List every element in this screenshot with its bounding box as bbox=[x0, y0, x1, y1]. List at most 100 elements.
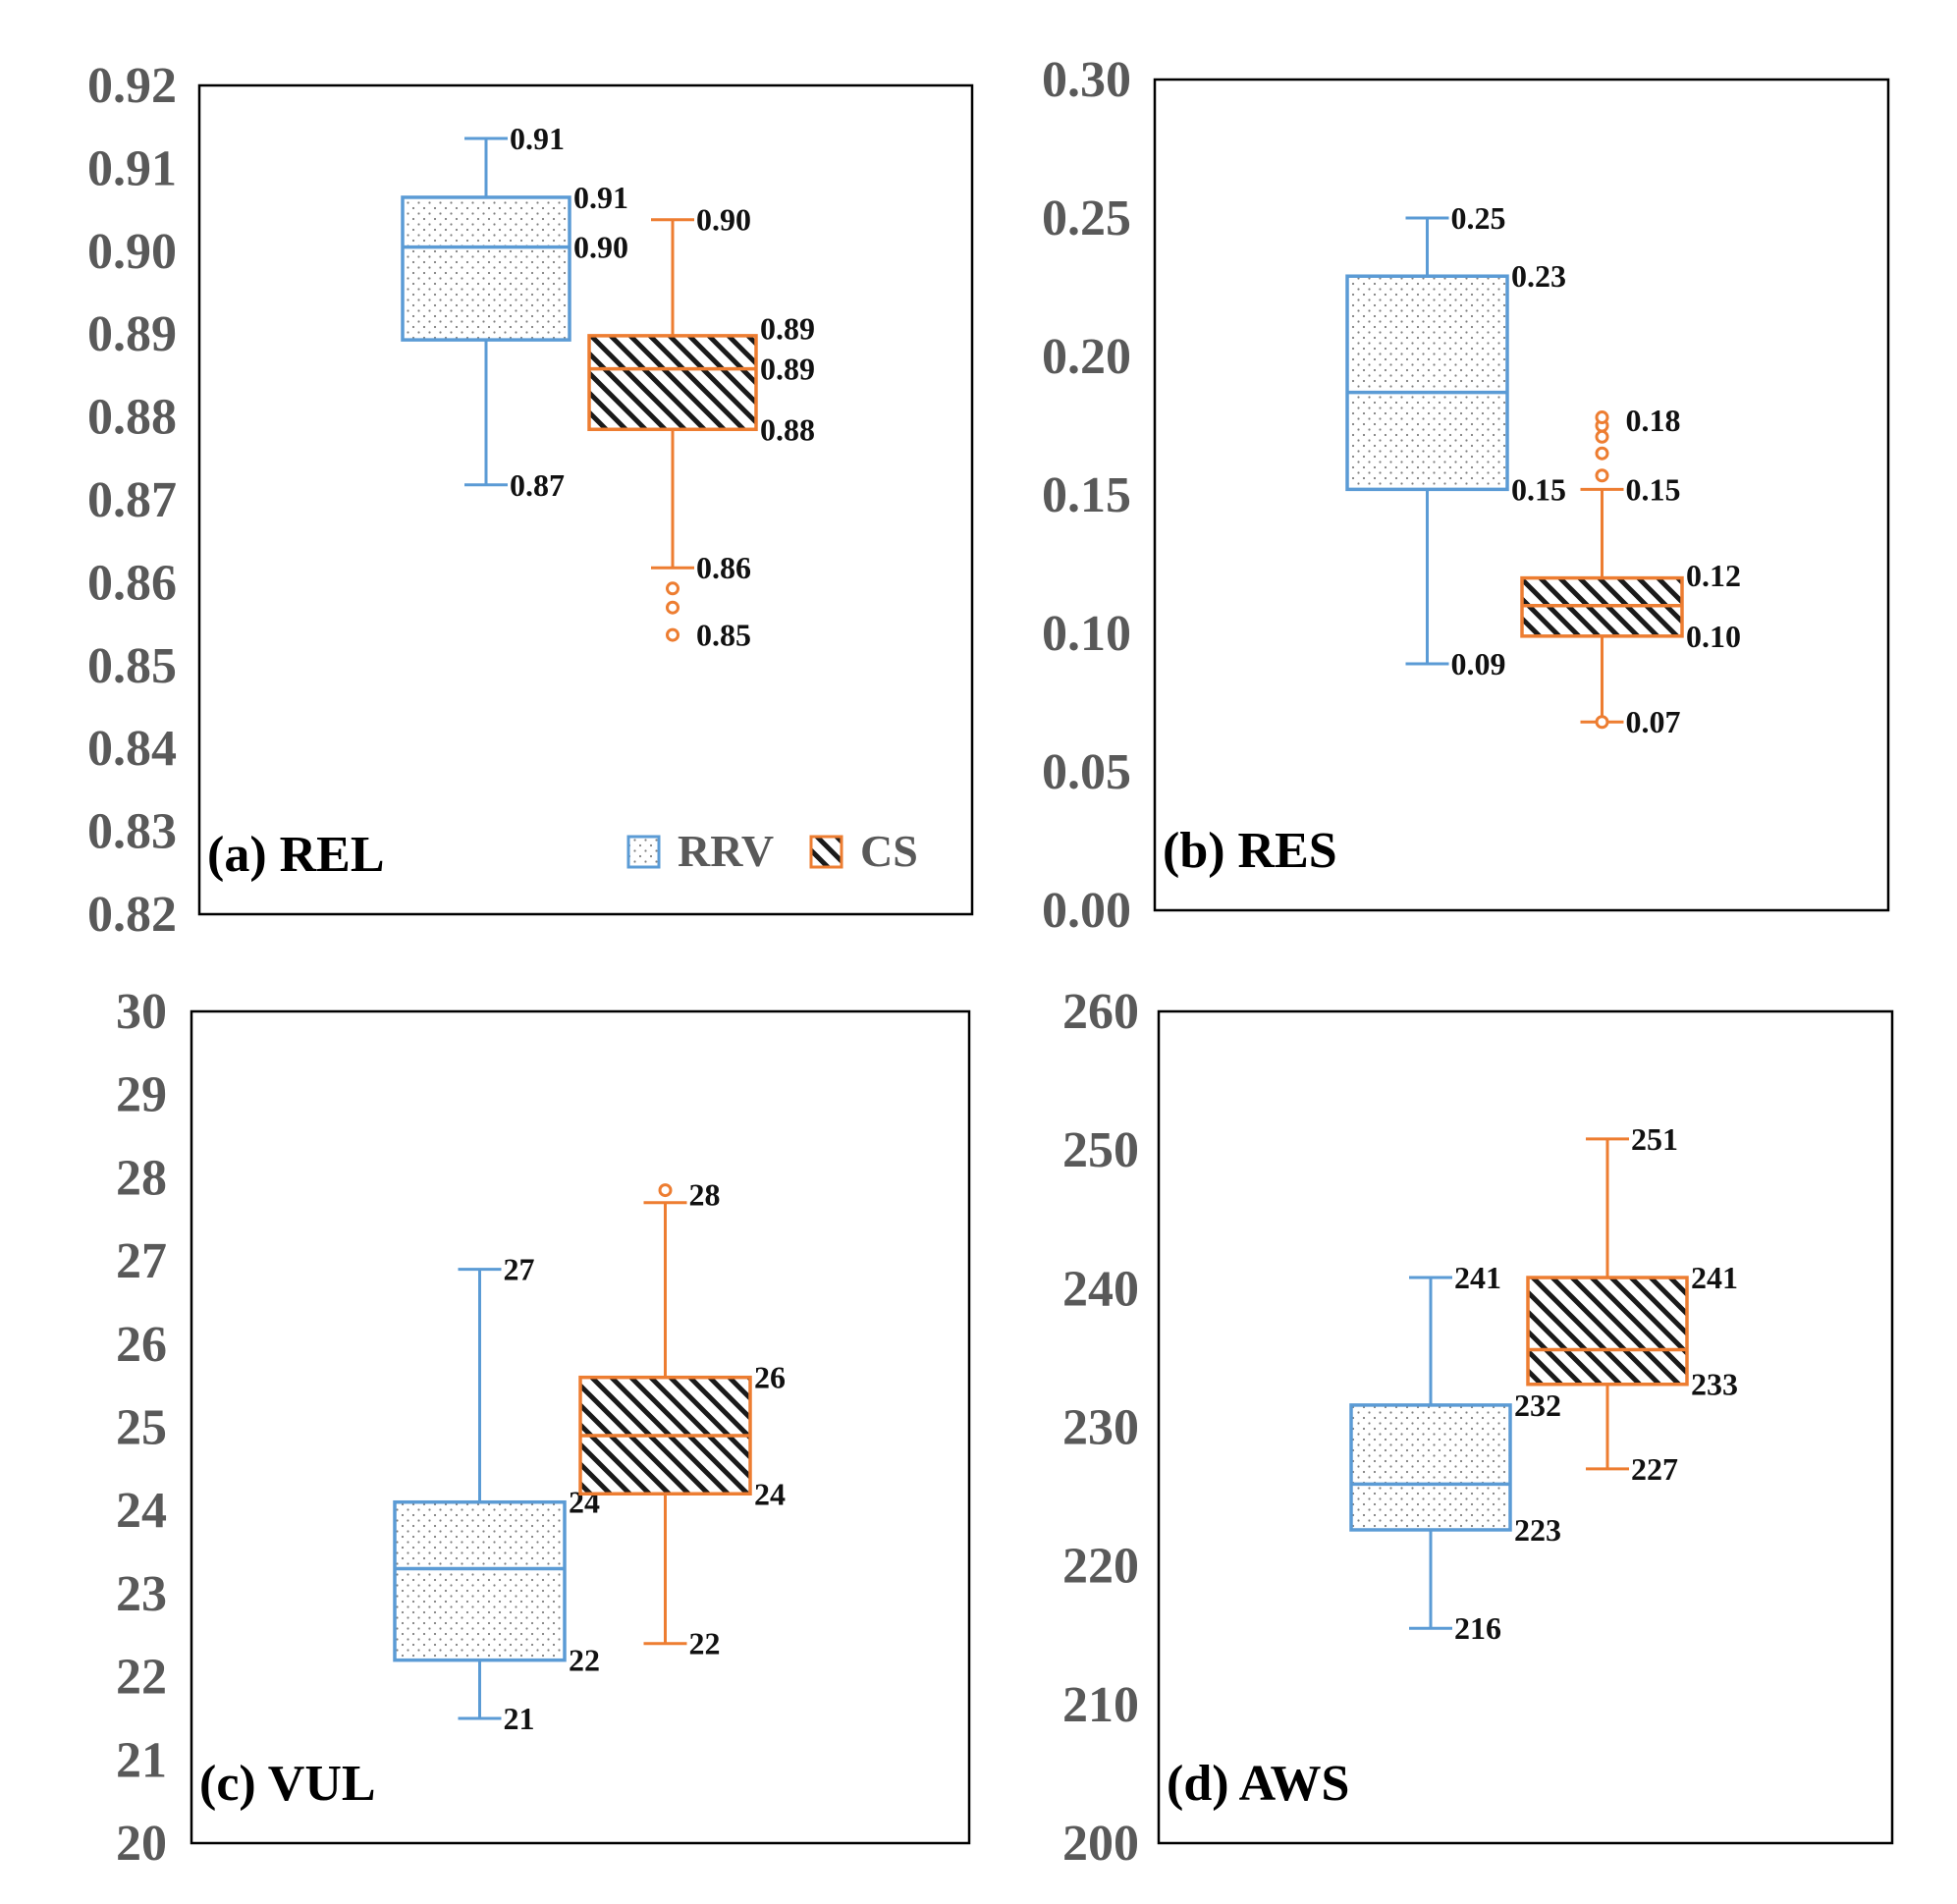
iqr-box bbox=[401, 195, 571, 342]
y-tick-label: 250 bbox=[1062, 1122, 1139, 1178]
y-tick-label: 27 bbox=[116, 1233, 167, 1289]
data-label: 232 bbox=[1514, 1387, 1561, 1423]
y-tick-label: 0.85 bbox=[87, 638, 177, 694]
iqr-box bbox=[1349, 1403, 1512, 1532]
y-tick-label: 220 bbox=[1062, 1539, 1139, 1595]
legend-item-cs: CS bbox=[809, 826, 918, 876]
plot-frame bbox=[1153, 78, 1890, 912]
plot-frame bbox=[197, 83, 974, 916]
panel-b: 0.000.050.100.150.200.250.300.250.230.15… bbox=[1042, 52, 1890, 939]
y-tick-label: 260 bbox=[1062, 984, 1139, 1040]
y-tick-label: 0.30 bbox=[1042, 52, 1131, 108]
y-tick-label: 21 bbox=[116, 1732, 167, 1788]
y-tick-label: 22 bbox=[116, 1650, 167, 1706]
y-tick-label: 0.91 bbox=[87, 140, 177, 196]
legend-swatch bbox=[809, 835, 843, 869]
data-label: 0.90 bbox=[696, 202, 751, 238]
y-tick-label: 30 bbox=[116, 984, 167, 1040]
y-tick-label: 0.88 bbox=[87, 390, 177, 446]
iqr-box bbox=[1345, 274, 1509, 492]
data-label: 216 bbox=[1454, 1610, 1501, 1646]
data-label: 0.88 bbox=[760, 411, 815, 447]
data-label: 227 bbox=[1631, 1451, 1678, 1487]
data-label: 22 bbox=[689, 1626, 721, 1661]
y-tick-label: 0.83 bbox=[87, 804, 177, 860]
data-label: 0.85 bbox=[696, 618, 751, 653]
box-rrv: 241 232 223 216 bbox=[1349, 1260, 1561, 1646]
data-label: 0.86 bbox=[696, 550, 751, 585]
data-label: 0.09 bbox=[1451, 646, 1506, 681]
y-tick-label: 0.87 bbox=[87, 472, 177, 528]
data-label: 0.87 bbox=[510, 467, 565, 503]
outlier-point bbox=[658, 1183, 673, 1198]
y-tick-label: 29 bbox=[116, 1067, 167, 1123]
y-tick-label: 0.90 bbox=[87, 224, 177, 280]
y-axis-tick-labels: 200 210 220 230 240 250 260 bbox=[1062, 984, 1139, 1872]
data-label: 233 bbox=[1691, 1367, 1738, 1402]
panel-c: 20212223242526272829302724222128262422(c… bbox=[116, 984, 971, 1872]
data-label: 28 bbox=[689, 1176, 721, 1212]
data-label: 0.89 bbox=[760, 310, 815, 346]
data-label: 0.91 bbox=[510, 121, 565, 156]
y-tick-label: 240 bbox=[1062, 1261, 1139, 1317]
outlier-point bbox=[1595, 446, 1609, 461]
data-label: 0.25 bbox=[1451, 200, 1506, 236]
box-cs: 0.18 0.15 0.12 0.10 0.07 bbox=[1520, 403, 1741, 739]
y-tick-label: 210 bbox=[1062, 1677, 1139, 1733]
panel-title: (c) VUL bbox=[199, 1756, 376, 1812]
y-tick-label: 28 bbox=[116, 1150, 167, 1206]
plot-frame bbox=[190, 1009, 971, 1845]
data-label: 0.15 bbox=[1511, 471, 1566, 507]
panel-title: (d) AWS bbox=[1167, 1756, 1349, 1812]
outlier-point bbox=[666, 581, 680, 596]
y-tick-label: 0.10 bbox=[1042, 606, 1131, 662]
outlier-point bbox=[1595, 410, 1609, 425]
y-tick-label: 0.15 bbox=[1042, 467, 1131, 523]
panel-title: (b) RES bbox=[1163, 823, 1337, 879]
outlier-point bbox=[666, 600, 680, 615]
data-label: 0.90 bbox=[573, 230, 628, 265]
data-label: 24 bbox=[754, 1476, 786, 1511]
legend-swatch bbox=[626, 835, 661, 869]
box-cs: 28 26 24 22 bbox=[578, 1176, 786, 1661]
panel-title: (a) REL bbox=[207, 827, 385, 883]
panel-d: 2002102202302402502602412322232162512412… bbox=[1062, 984, 1894, 1872]
y-tick-label: 0.20 bbox=[1042, 329, 1131, 385]
legend-label: CS bbox=[860, 826, 918, 876]
data-label: 241 bbox=[1691, 1260, 1738, 1295]
box-cs: 251 241 233 227 bbox=[1526, 1121, 1738, 1487]
y-axis-tick-labels: 0.00 0.05 0.10 0.15 0.20 0.25 0.30 bbox=[1042, 52, 1131, 939]
data-label: 0.12 bbox=[1686, 558, 1741, 593]
data-label: 241 bbox=[1454, 1260, 1501, 1295]
outlier-point bbox=[1595, 429, 1609, 444]
y-axis-tick-labels: 20 21 22 23 24 25 26 27 28 29 30 bbox=[116, 984, 167, 1872]
outlier-point bbox=[1595, 468, 1609, 483]
y-tick-label: 0.00 bbox=[1042, 883, 1131, 939]
data-label: 0.10 bbox=[1686, 619, 1741, 654]
box-rrv: 0.250.23 0.15 0.09 bbox=[1345, 200, 1566, 681]
data-label: 27 bbox=[504, 1252, 535, 1287]
box-rrv: 0.910.91 0.90 0.87 bbox=[401, 121, 628, 503]
data-label: 21 bbox=[504, 1701, 535, 1736]
y-tick-label: 0.86 bbox=[87, 555, 177, 611]
y-tick-label: 0.25 bbox=[1042, 190, 1131, 246]
legend: RRV CS bbox=[626, 826, 918, 876]
y-axis-tick-labels: 0.82 0.83 0.84 0.85 0.86 0.87 0.88 0.89 0.90 0.91… bbox=[87, 58, 177, 943]
plot-frame bbox=[1157, 1009, 1894, 1845]
y-tick-label: 25 bbox=[116, 1400, 167, 1456]
data-label: 0.18 bbox=[1626, 403, 1681, 438]
iqr-box bbox=[393, 1499, 567, 1662]
data-label: 0.15 bbox=[1626, 471, 1681, 507]
iqr-box bbox=[1526, 1276, 1689, 1387]
y-tick-label: 0.92 bbox=[87, 58, 177, 114]
box-cs: 0.90 0.89 0.89 0.88 0.86 0.85 bbox=[587, 202, 815, 653]
y-tick-label: 200 bbox=[1062, 1816, 1139, 1872]
data-label: 0.23 bbox=[1511, 258, 1566, 294]
iqr-box bbox=[587, 334, 758, 432]
outlier-point bbox=[1595, 715, 1609, 730]
y-tick-label: 23 bbox=[116, 1566, 167, 1622]
data-label: 251 bbox=[1631, 1121, 1678, 1157]
legend-label: RRV bbox=[678, 826, 774, 876]
